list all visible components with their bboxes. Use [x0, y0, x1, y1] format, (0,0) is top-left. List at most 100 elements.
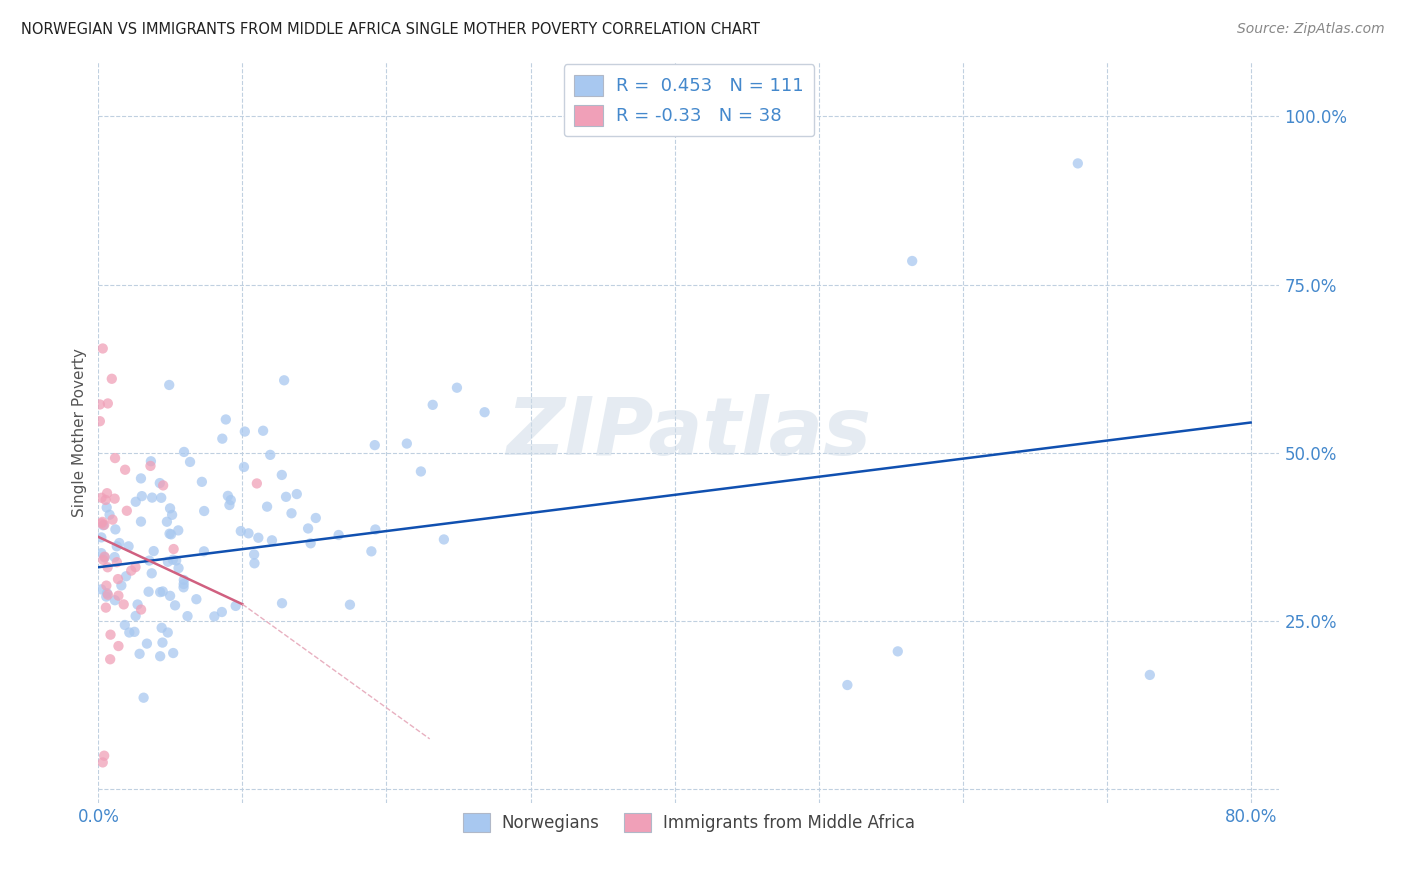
Point [132, 690, 155, 705]
Point [193, 504, 215, 518]
Point [141, 566, 163, 581]
Point [107, 572, 129, 586]
Point [93, 550, 115, 565]
Point [273, 373, 295, 387]
Point [176, 609, 198, 624]
Point [246, 476, 269, 491]
Point [105, 555, 128, 569]
Point [215, 412, 238, 426]
Point [93, 748, 115, 763]
Point [179, 455, 201, 469]
Point [162, 552, 184, 566]
Point [89, 414, 111, 428]
Point [191, 475, 214, 489]
Point [107, 589, 129, 603]
Point [159, 589, 181, 603]
Point [90, 582, 112, 597]
Point [186, 592, 208, 607]
Point [124, 609, 146, 624]
Point [96, 586, 118, 600]
Point [105, 539, 128, 553]
Point [247, 531, 270, 545]
Point [211, 605, 233, 619]
Point [165, 599, 187, 613]
Legend: Norwegians, Immigrants from Middle Africa: Norwegians, Immigrants from Middle Afric… [457, 806, 921, 838]
Point [270, 467, 292, 482]
Point [252, 424, 274, 438]
Point [173, 573, 195, 587]
Point [364, 523, 387, 537]
Point [150, 491, 173, 505]
Point [887, 644, 910, 658]
Point [152, 478, 174, 492]
Point [305, 511, 328, 525]
Point [115, 569, 138, 583]
Point [142, 544, 165, 558]
Point [118, 625, 141, 640]
Point [165, 553, 187, 567]
Point [139, 458, 162, 473]
Point [112, 598, 135, 612]
Point [138, 553, 160, 567]
Point [160, 527, 183, 541]
Point [149, 476, 172, 491]
Point [256, 500, 278, 514]
Point [271, 596, 294, 610]
Point [157, 378, 180, 392]
Point [339, 598, 361, 612]
Point [229, 524, 252, 538]
Point [837, 678, 859, 692]
Point [104, 593, 127, 607]
Point [91, 756, 114, 770]
Point [107, 639, 129, 653]
Point [238, 526, 260, 541]
Point [173, 445, 195, 459]
Point [96, 500, 118, 515]
Point [1067, 156, 1090, 170]
Point [395, 436, 418, 450]
Point [127, 598, 149, 612]
Point [193, 544, 215, 558]
Point [364, 438, 387, 452]
Point [115, 504, 138, 518]
Point [90, 546, 112, 560]
Point [156, 625, 179, 640]
Point [422, 398, 444, 412]
Point [129, 515, 152, 529]
Point [211, 432, 233, 446]
Point [901, 254, 924, 268]
Point [96, 486, 118, 500]
Point [156, 555, 179, 569]
Point [101, 513, 124, 527]
Point [280, 506, 302, 520]
Point [124, 624, 146, 639]
Point [433, 533, 456, 547]
Point [243, 556, 266, 570]
Point [94, 600, 117, 615]
Point [328, 528, 350, 542]
Point [108, 536, 131, 550]
Point [202, 609, 225, 624]
Point [90, 491, 112, 505]
Point [152, 584, 174, 599]
Point [101, 372, 124, 386]
Point [297, 521, 319, 535]
Point [243, 548, 266, 562]
Point [173, 577, 195, 591]
Point [162, 646, 184, 660]
Point [260, 533, 283, 548]
Point [149, 649, 172, 664]
Point [141, 491, 163, 505]
Point [360, 544, 382, 558]
Point [152, 635, 174, 649]
Point [233, 425, 256, 439]
Point [217, 489, 239, 503]
Point [233, 460, 256, 475]
Y-axis label: Single Mother Poverty: Single Mother Poverty [72, 348, 87, 517]
Point [128, 647, 150, 661]
Point [446, 381, 468, 395]
Point [93, 549, 115, 564]
Point [124, 560, 146, 574]
Point [150, 621, 173, 635]
Point [156, 515, 179, 529]
